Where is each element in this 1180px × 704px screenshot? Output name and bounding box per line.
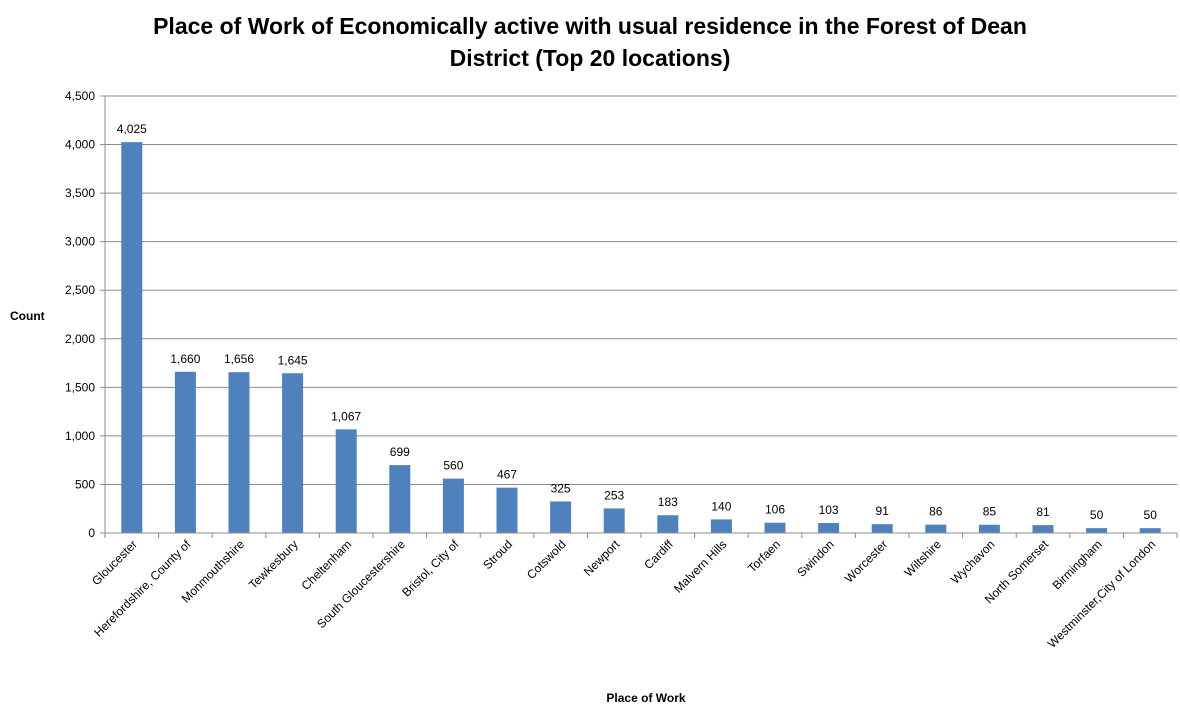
data-label: 106 xyxy=(765,503,785,517)
data-labels: 4,025 1,660 1,656 1,645 1,067 699 560 467 325 253… xyxy=(117,122,1157,522)
data-label: 560 xyxy=(443,459,463,473)
bars xyxy=(121,142,1161,533)
x-tick-label: Malvern Hills xyxy=(671,537,729,595)
x-tick-label: Torfaen xyxy=(745,537,783,575)
data-label: 86 xyxy=(929,505,943,519)
data-label: 85 xyxy=(983,505,997,519)
data-label: 183 xyxy=(658,495,678,509)
gridlines xyxy=(105,95,1177,485)
chart-title-line-1: Place of Work of Economically active wit… xyxy=(153,13,1027,39)
x-tick-label: Newport xyxy=(581,537,623,579)
data-label: 1,067 xyxy=(331,409,361,423)
bar xyxy=(335,429,357,533)
x-tick-label: Worcester xyxy=(842,537,890,585)
x-tick-label: South Gloucestershire xyxy=(314,537,408,631)
bar xyxy=(925,524,947,533)
y-tick-label: 1,000 xyxy=(65,429,95,443)
bar xyxy=(442,478,464,533)
data-label: 1,645 xyxy=(278,353,308,367)
bar xyxy=(1086,528,1108,533)
data-label: 140 xyxy=(711,499,731,513)
x-tick-label: Stroud xyxy=(480,537,515,572)
bar xyxy=(657,515,679,533)
x-tick-label: Wychavon xyxy=(948,537,997,586)
y-axis-title: Count xyxy=(10,309,45,323)
y-tick-label: 3,000 xyxy=(65,235,95,249)
x-tick-label: Herefordshire, County of xyxy=(91,537,194,640)
x-axis-title: Place of Work xyxy=(606,691,685,704)
chart-title-line-2: District (Top 20 locations) xyxy=(449,45,731,71)
bar xyxy=(1139,528,1161,533)
bar xyxy=(550,501,572,533)
y-tick-label: 4,500 xyxy=(65,89,95,103)
bar xyxy=(978,524,1000,533)
y-tick-label: 2,000 xyxy=(65,332,95,346)
bar xyxy=(764,522,786,533)
y-tick-label: 0 xyxy=(88,526,95,540)
bar xyxy=(818,522,840,533)
data-label: 91 xyxy=(876,504,890,518)
x-tick-label: Bristol, City of xyxy=(399,537,462,600)
x-tick-label: Cotswold xyxy=(524,537,569,582)
x-tick-label: Tewkesbury xyxy=(246,537,301,592)
y-tick-label: 3,500 xyxy=(65,186,95,200)
x-tick-label: Westminster,City of London xyxy=(1045,537,1159,651)
data-label: 50 xyxy=(1144,508,1158,522)
data-label: 1,656 xyxy=(224,352,254,366)
bar xyxy=(496,487,518,533)
data-label: 4,025 xyxy=(117,122,147,136)
data-label: 325 xyxy=(551,481,571,495)
bar xyxy=(871,524,893,533)
bar xyxy=(121,142,143,533)
data-label: 103 xyxy=(819,503,839,517)
bar xyxy=(389,465,411,533)
x-tick-label: Gloucester xyxy=(89,537,140,588)
x-tick-label: Wiltshire xyxy=(901,537,944,580)
bar xyxy=(1032,525,1054,533)
data-label: 1,660 xyxy=(170,352,200,366)
bar xyxy=(282,373,304,533)
data-label: 467 xyxy=(497,468,517,482)
bar xyxy=(174,371,196,533)
bar xyxy=(228,372,250,533)
x-tick-label: Cardiff xyxy=(641,537,676,572)
data-label: 253 xyxy=(604,488,624,502)
data-label: 699 xyxy=(390,445,410,459)
x-tick-label: Swindon xyxy=(794,537,836,579)
data-label: 81 xyxy=(1036,505,1050,519)
chart-title: Place of Work of Economically active wit… xyxy=(0,10,1180,74)
y-tick-label: 4,000 xyxy=(65,138,95,152)
x-tick-label: Cheltenham xyxy=(299,537,355,593)
y-axis-ticks: 0 500 1,000 1,500 2,000 2,500 3,000 3,500 4,000 4… xyxy=(65,89,105,540)
y-tick-label: 1,500 xyxy=(65,380,95,394)
bar xyxy=(710,519,732,533)
y-tick-label: 2,500 xyxy=(65,283,95,297)
bar xyxy=(603,508,625,533)
data-label: 50 xyxy=(1090,508,1104,522)
x-tick-label: Birmingham xyxy=(1050,537,1105,592)
y-tick-label: 500 xyxy=(75,477,95,491)
